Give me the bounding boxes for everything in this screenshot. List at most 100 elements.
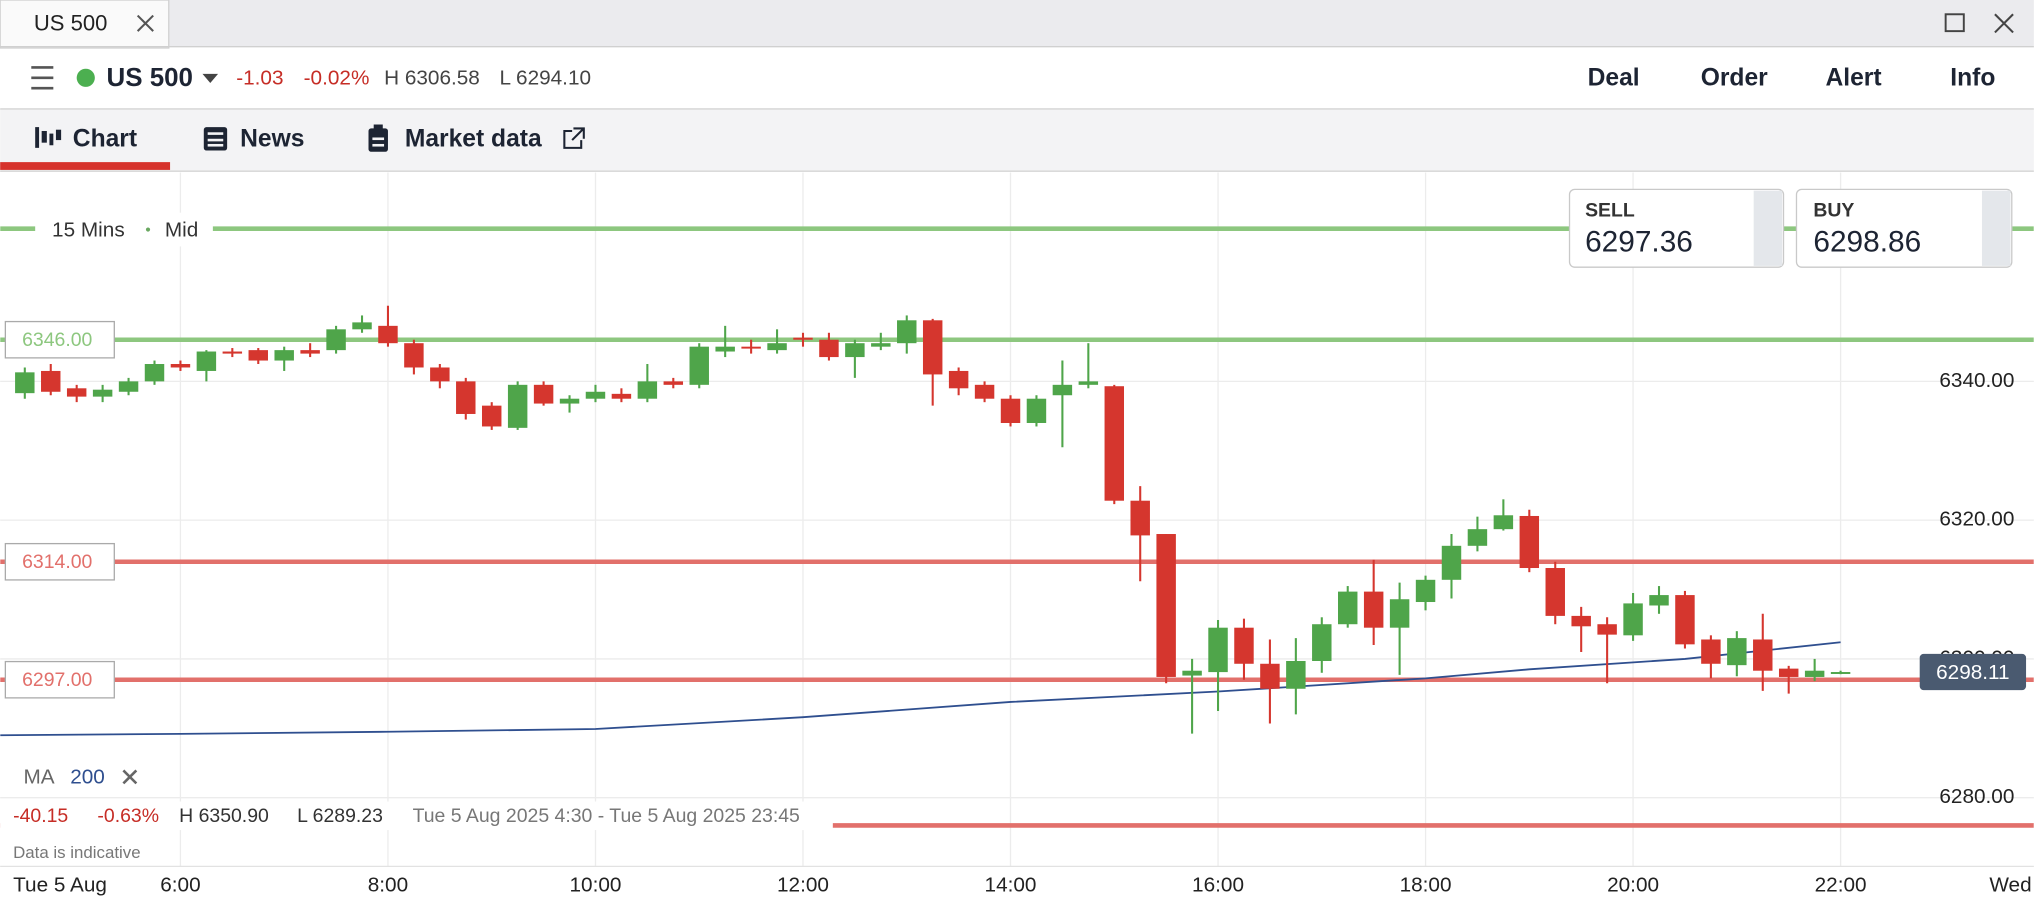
news-icon — [203, 127, 228, 151]
indicator-name: MA — [24, 766, 55, 789]
candle-body — [1156, 534, 1176, 677]
buy-label: BUY — [1813, 200, 1854, 222]
action-button[interactable]: Alert — [1826, 65, 1882, 92]
sell-button[interactable]: SELL 6297.36 — [1568, 188, 1785, 268]
instrument-dropdown[interactable] — [202, 73, 219, 84]
candle-body — [741, 346, 761, 349]
level-label-box — [4, 320, 115, 359]
x-tick-label: 16:00 — [1192, 873, 1244, 896]
action-button[interactable]: Deal — [1588, 65, 1640, 92]
moving-average — [0, 641, 1841, 737]
tab-market-data[interactable]: Market data — [405, 126, 542, 153]
window-tab[interactable] — [0, 0, 170, 49]
indicator-remove[interactable] — [122, 769, 138, 785]
x-axis: 6:00 8:00 10:00 12:00 14:00 16:00 18:00 20:00 22… — [160, 873, 2031, 896]
data-note: Data is indicative — [13, 843, 140, 862]
candle-body — [1104, 386, 1125, 501]
y-tick-label: 6340.00 — [1939, 369, 2014, 392]
candle-body — [378, 325, 398, 344]
level-label: 6314.00 — [22, 551, 92, 573]
candle-body — [326, 329, 346, 351]
tab-news[interactable]: News — [240, 126, 304, 153]
x-tick-label: 14:00 — [985, 873, 1037, 896]
candle-body — [1493, 515, 1514, 530]
summary-bar — [0, 801, 833, 831]
level-label: 6297.00 — [22, 669, 92, 691]
candle-body — [1338, 591, 1358, 625]
candle-body — [170, 364, 191, 368]
x-tick-label: 18:00 — [1400, 873, 1452, 896]
x-tick-label: 8:00 — [368, 873, 408, 896]
candle-body — [1052, 384, 1073, 396]
candle-body — [507, 384, 528, 428]
change: -1.03 — [236, 67, 283, 90]
candle-body — [352, 322, 372, 330]
menu-button[interactable] — [31, 66, 54, 90]
action-button[interactable]: Order — [1701, 65, 1768, 92]
indicator-period: 200 — [70, 766, 105, 789]
candle-body — [1415, 579, 1436, 603]
candle-body — [1519, 515, 1540, 569]
candle-body — [248, 350, 268, 361]
candle-body — [41, 370, 61, 392]
external-link-icon — [563, 127, 585, 149]
action-button[interactable]: Info — [1950, 65, 1995, 92]
candle-body — [819, 339, 839, 358]
candle-body — [689, 346, 709, 385]
candle-body — [1208, 627, 1228, 673]
candle-body — [1078, 381, 1099, 385]
maximize[interactable] — [1944, 13, 1965, 33]
plot — [0, 226, 2034, 828]
x-tick-label: Wed — [1989, 873, 2031, 896]
buy-button[interactable]: BUY 6298.86 — [1795, 188, 2013, 268]
summary-range: Tue 5 Aug 2025 4:30 - Tue 5 Aug 2025 23:… — [413, 805, 800, 827]
last-price-tag — [1919, 653, 2027, 691]
candle-body — [1130, 500, 1150, 536]
date-label: Tue 5 Aug — [13, 873, 107, 896]
candle-body — [1701, 639, 1721, 664]
level-label-box — [4, 542, 115, 581]
price-type[interactable]: Mid — [165, 218, 198, 241]
y-tick-label: 6280.00 — [1939, 785, 2014, 808]
candle-body — [1597, 624, 1617, 635]
x-tick-label: 12:00 — [777, 873, 829, 896]
x-tick-label: 6:00 — [160, 873, 200, 896]
candle-body — [456, 381, 476, 414]
summary-change: -40.15 — [13, 805, 68, 827]
candle-body — [1675, 595, 1695, 645]
candle-body — [948, 370, 969, 389]
tab-close[interactable] — [136, 14, 154, 32]
status-dot — [76, 68, 95, 87]
instrument-name[interactable]: US 500 — [107, 64, 193, 92]
tab-chart[interactable]: Chart — [73, 126, 137, 153]
candle-body — [1467, 529, 1488, 546]
y-tick-label: 6320.00 — [1939, 508, 2014, 531]
candle-body — [1026, 398, 1047, 423]
candle-body — [481, 405, 502, 427]
timeframe-box[interactable] — [35, 212, 213, 247]
day-high: H 6306.58 — [384, 67, 480, 90]
window-close[interactable] — [1994, 13, 2014, 34]
candle-body — [1389, 599, 1410, 628]
sell-price: 6297.36 — [1585, 226, 1693, 259]
candle-body — [637, 381, 658, 399]
candle-body — [144, 364, 165, 382]
tabs-bar — [0, 108, 2034, 172]
summary-high: H 6350.90 — [179, 805, 269, 827]
x-tick-label: 22:00 — [1815, 873, 1867, 896]
candle-body — [222, 351, 243, 354]
market-icon — [368, 124, 388, 152]
candle-body — [1778, 668, 1799, 677]
candle-body — [715, 346, 735, 352]
grid — [0, 172, 2034, 867]
x-tick-label: 10:00 — [570, 873, 622, 896]
candle-body — [66, 388, 87, 397]
sell-label: SELL — [1585, 200, 1635, 222]
candle-body — [1804, 670, 1825, 677]
candle-body — [1830, 672, 1851, 674]
candle-body — [92, 389, 113, 397]
chart-icon — [35, 127, 62, 148]
timeframe[interactable]: 15 Mins — [52, 218, 125, 241]
window-bar — [0, 0, 2034, 47]
